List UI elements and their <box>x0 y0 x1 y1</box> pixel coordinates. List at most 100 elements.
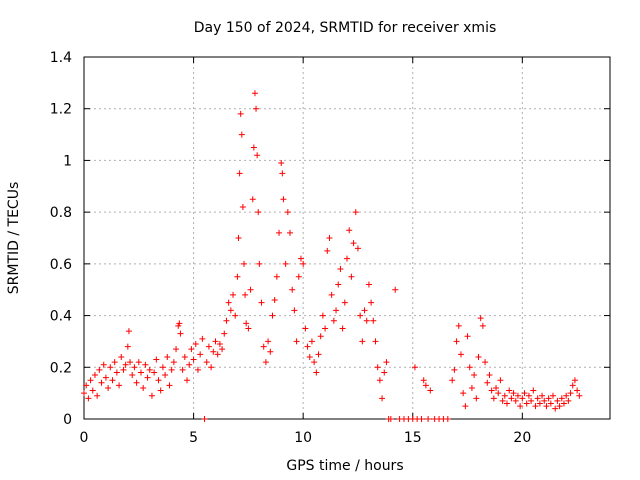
data-point <box>317 333 324 340</box>
data-point <box>87 377 94 384</box>
data-point <box>462 403 469 410</box>
data-point <box>162 372 169 379</box>
data-point <box>230 291 237 298</box>
data-point <box>330 317 337 324</box>
data-point <box>471 372 478 379</box>
y-tick-label: 1 <box>63 153 72 169</box>
data-point <box>205 343 212 350</box>
data-point <box>177 330 184 337</box>
data-point <box>188 346 195 353</box>
x-tick-labels: 0 5 10 15 20 <box>80 430 532 446</box>
x-tick-label: 5 <box>189 430 198 446</box>
data-point <box>337 266 344 273</box>
data-point <box>210 348 217 355</box>
data-point <box>181 353 188 360</box>
data-point <box>278 160 285 167</box>
data-point <box>392 286 399 293</box>
data-point <box>493 384 500 391</box>
data-point <box>239 203 246 210</box>
data-point <box>464 333 471 340</box>
data-point <box>350 240 357 247</box>
data-point <box>280 196 287 203</box>
axis-ticks <box>83 56 610 420</box>
data-point <box>267 348 274 355</box>
data-point <box>107 364 114 371</box>
data-point <box>197 351 204 358</box>
x-tick-label: 10 <box>294 430 312 446</box>
data-point <box>89 387 96 394</box>
data-point <box>571 377 578 384</box>
data-point <box>574 387 581 394</box>
data-point <box>363 317 370 324</box>
data-point <box>223 317 230 324</box>
data-point <box>238 131 245 138</box>
data-point <box>236 170 243 177</box>
data-point <box>554 397 561 404</box>
data-point <box>328 291 335 298</box>
data-point <box>479 322 486 329</box>
data-point <box>313 369 320 376</box>
data-point <box>116 382 123 389</box>
data-point <box>517 403 524 410</box>
data-point <box>510 390 517 397</box>
y-tick-label: 0.8 <box>50 205 72 221</box>
data-point <box>96 366 103 373</box>
data-point <box>297 255 304 262</box>
data-point <box>260 343 267 350</box>
data-point <box>192 341 199 348</box>
data-point <box>497 377 504 384</box>
data-point <box>250 144 257 151</box>
data-point <box>118 353 125 360</box>
data-point <box>519 395 526 402</box>
data-point <box>523 400 530 407</box>
data-point <box>146 366 153 373</box>
data-point <box>237 110 244 117</box>
data-point <box>420 377 427 384</box>
x-axis-label: GPS time / hours <box>286 458 403 474</box>
data-point <box>344 255 350 262</box>
data-point <box>273 273 280 280</box>
data-point <box>166 382 173 389</box>
data-point <box>203 359 210 366</box>
data-point <box>361 307 368 314</box>
data-point <box>536 400 543 407</box>
data-point <box>501 392 508 399</box>
data-point <box>552 405 559 412</box>
data-point <box>308 338 315 345</box>
data-point <box>247 286 254 293</box>
data-point <box>214 351 221 358</box>
data-point <box>466 364 473 371</box>
data-point <box>383 359 390 366</box>
data-point <box>530 387 537 394</box>
data-point <box>306 353 313 360</box>
y-tick-labels: 0 0.2 0.4 0.6 0.8 1 1.2 1.4 <box>50 50 72 428</box>
data-point <box>326 235 333 241</box>
data-point <box>284 209 291 216</box>
data-point <box>159 364 166 371</box>
data-point <box>295 273 302 280</box>
data-point <box>453 338 460 345</box>
data-point <box>558 395 565 402</box>
data-point <box>569 382 576 389</box>
data-point <box>102 374 109 381</box>
data-point <box>455 322 462 329</box>
data-point <box>521 390 528 397</box>
data-point <box>144 374 151 381</box>
data-point <box>488 387 495 394</box>
y-tick-label: 1.4 <box>50 50 72 66</box>
data-point <box>341 299 348 306</box>
data-point <box>449 377 456 384</box>
data-point <box>276 229 283 236</box>
data-point <box>240 260 247 267</box>
data-point <box>184 377 191 384</box>
data-point <box>374 364 381 371</box>
data-point <box>175 322 182 329</box>
data-point <box>482 359 489 366</box>
data-point <box>379 395 386 402</box>
x-tick-label: 15 <box>404 430 422 446</box>
data-point <box>140 384 147 391</box>
data-point <box>219 346 226 353</box>
data-point <box>302 325 309 332</box>
data-point <box>234 273 241 280</box>
data-point <box>289 286 296 293</box>
